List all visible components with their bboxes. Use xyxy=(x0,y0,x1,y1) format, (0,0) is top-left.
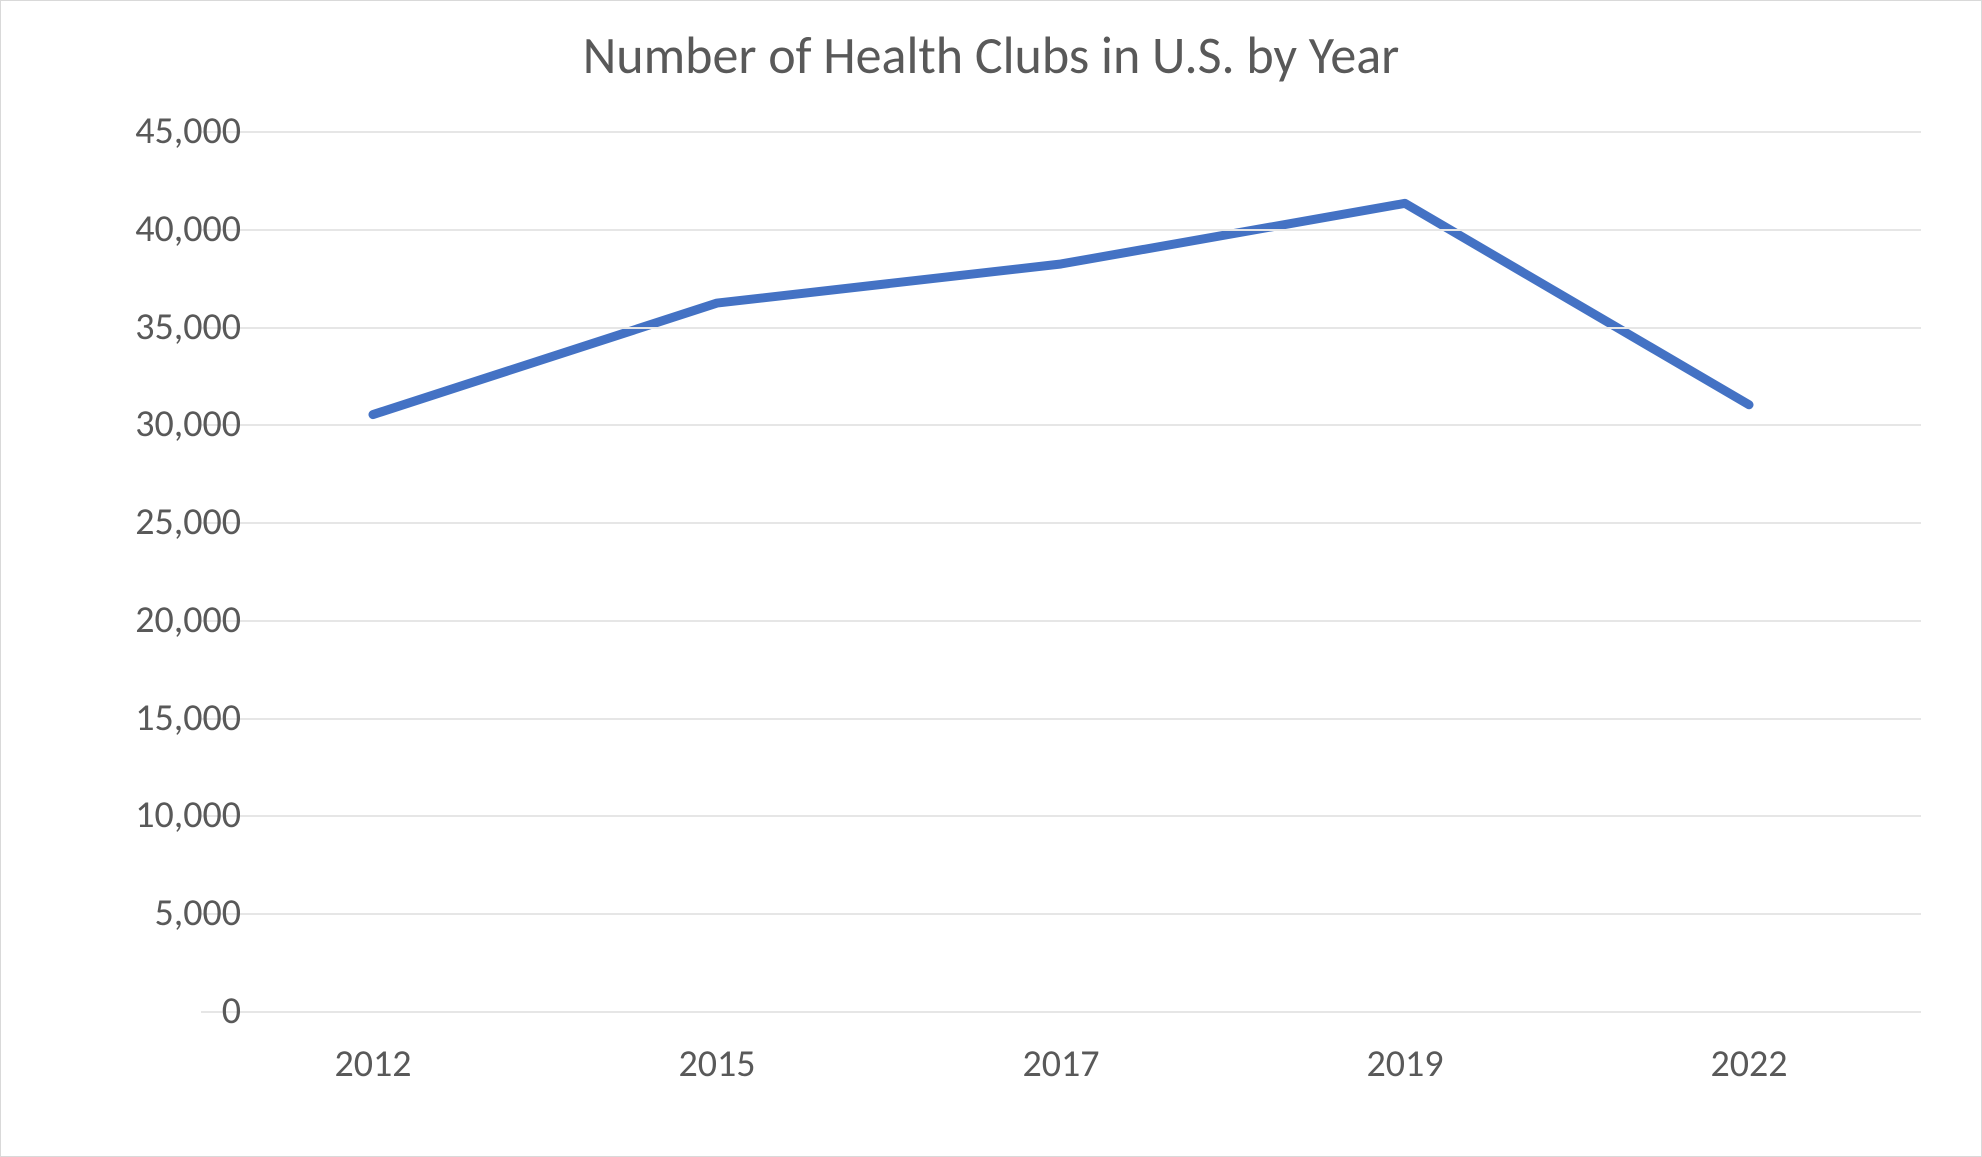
y-axis-tick-label: 45,000 xyxy=(61,108,241,154)
chart-container: Number of Health Clubs in U.S. by Year 0… xyxy=(0,0,1982,1157)
data-line xyxy=(373,203,1749,414)
x-axis-tick-label: 2017 xyxy=(1022,1041,1099,1087)
gridline xyxy=(201,327,1921,329)
y-axis-tick-label: 40,000 xyxy=(61,206,241,252)
gridline xyxy=(201,620,1921,622)
gridline xyxy=(201,1011,1921,1013)
line-series xyxy=(201,131,1921,1011)
plot-area xyxy=(201,131,1921,1011)
y-axis-tick-label: 10,000 xyxy=(61,792,241,838)
gridline xyxy=(201,522,1921,524)
x-axis-tick-label: 2012 xyxy=(334,1041,411,1087)
x-axis-tick-label: 2015 xyxy=(678,1041,755,1087)
y-axis-tick-label: 35,000 xyxy=(61,304,241,350)
chart-title: Number of Health Clubs in U.S. by Year xyxy=(1,23,1981,87)
y-axis-tick-label: 25,000 xyxy=(61,499,241,545)
gridline xyxy=(201,131,1921,133)
y-axis-tick-label: 5,000 xyxy=(61,890,241,936)
gridline xyxy=(201,424,1921,426)
y-axis-tick-label: 20,000 xyxy=(61,597,241,643)
x-axis-tick-label: 2022 xyxy=(1710,1041,1787,1087)
gridline xyxy=(201,229,1921,231)
gridline xyxy=(201,913,1921,915)
x-axis-tick-label: 2019 xyxy=(1366,1041,1443,1087)
y-axis-tick-label: 0 xyxy=(61,988,241,1034)
y-axis-tick-label: 30,000 xyxy=(61,401,241,447)
gridline xyxy=(201,718,1921,720)
y-axis-tick-label: 15,000 xyxy=(61,695,241,741)
gridline xyxy=(201,815,1921,817)
